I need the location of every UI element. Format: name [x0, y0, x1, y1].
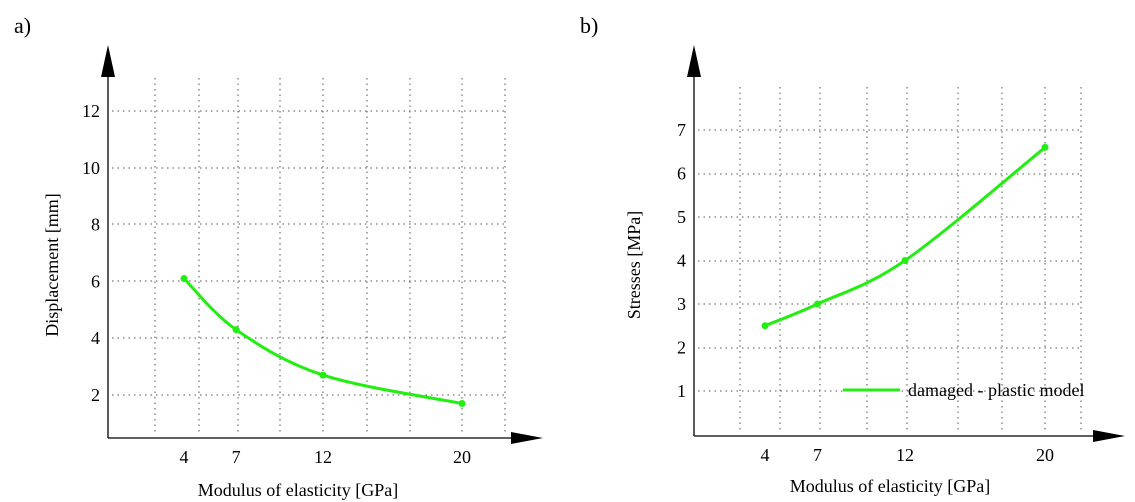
- panel-label-a: a): [14, 13, 31, 38]
- series-line-b-0: [763, 145, 1047, 328]
- axes-a: [101, 45, 543, 444]
- data-point-b-7: [814, 300, 821, 308]
- data-point-b-12: [901, 257, 909, 264]
- data-point-b-20: [1041, 143, 1049, 151]
- y-tick-label-b-6: 6: [677, 164, 686, 184]
- y-axis-title-a: Displacement [mm]: [42, 193, 62, 336]
- panel-label-b: b): [580, 13, 598, 38]
- x-axis-arrow-b: [1093, 430, 1125, 442]
- x-tick-label-a-20: 20: [453, 447, 471, 467]
- data-point-a-20: [458, 400, 466, 408]
- data-point-b-4: [761, 322, 769, 330]
- x-tick-labels-b: 4 7 12 20: [761, 445, 1055, 465]
- data-point-a-12: [319, 371, 327, 379]
- y-tick-label-b-3: 3: [677, 294, 686, 314]
- y-axis-arrow-a: [101, 45, 115, 77]
- series-a: [180, 275, 466, 408]
- series-b: [761, 143, 1049, 330]
- chart-panel-a: a) 2 4 6 8 10 12 4 7 12 20 Displacement [mm] Mod…: [14, 13, 543, 500]
- gridlines-b: [698, 87, 1082, 430]
- x-tick-label-b-7: 7: [813, 445, 822, 465]
- axes-b: [687, 45, 1125, 442]
- y-tick-label-b-1: 1: [677, 381, 686, 401]
- y-tick-label-a-8: 8: [91, 215, 100, 235]
- y-tick-label-b-5: 5: [677, 207, 686, 227]
- x-tick-labels-a: 4 7 12 20: [180, 447, 472, 467]
- y-tick-label-a-12: 12: [82, 101, 100, 121]
- x-tick-label-a-7: 7: [232, 447, 241, 467]
- y-tick-label-a-2: 2: [91, 385, 100, 405]
- x-tick-label-b-4: 4: [761, 445, 770, 465]
- legend: damaged - plastic model: [843, 380, 1084, 400]
- x-axis-title-b: Modulus of elasticity [GPa]: [790, 476, 990, 496]
- y-axis-title-b: Stresses [MPa]: [624, 211, 644, 320]
- gridlines-a: [112, 78, 506, 432]
- y-tick-label-b-4: 4: [677, 251, 686, 271]
- x-tick-label-a-4: 4: [180, 447, 189, 467]
- y-tick-label-b-7: 7: [677, 120, 686, 140]
- x-axis-title-a: Modulus of elasticity [GPa]: [198, 480, 398, 500]
- x-tick-label-b-12: 12: [896, 445, 914, 465]
- legend-entry: damaged - plastic model: [908, 380, 1084, 400]
- data-point-a-4: [180, 275, 188, 283]
- y-tick-labels-a: 2 4 6 8 10 12: [82, 101, 100, 405]
- y-tick-label-a-6: 6: [91, 271, 100, 291]
- x-tick-label-b-20: 20: [1036, 445, 1054, 465]
- y-tick-label-a-4: 4: [91, 328, 100, 348]
- y-tick-labels-b: 1 2 3 4 5 6 7: [677, 120, 686, 401]
- x-tick-label-a-12: 12: [314, 447, 332, 467]
- x-axis-arrow-a: [511, 432, 543, 444]
- y-axis-arrow-b: [687, 45, 701, 77]
- data-point-a-7: [232, 326, 240, 334]
- series-line-a-0: [182, 277, 464, 405]
- y-tick-label-a-10: 10: [82, 158, 100, 178]
- y-tick-label-b-2: 2: [677, 338, 686, 358]
